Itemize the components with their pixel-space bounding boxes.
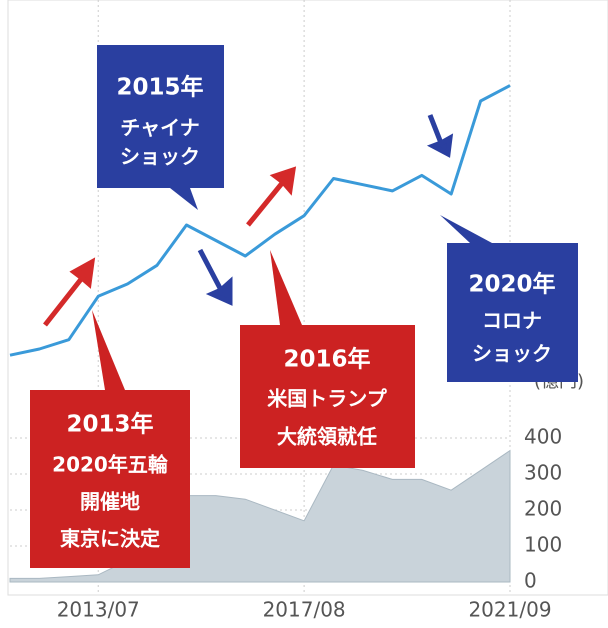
- arrow-down: [426, 114, 454, 158]
- annotation-box: [97, 45, 224, 188]
- frame: [7, 0, 608, 596]
- x-tick-label: 2017/08: [263, 598, 346, 622]
- annotation-box: [240, 325, 415, 468]
- pointer: [92, 310, 125, 390]
- arrow-up: [246, 166, 297, 227]
- pointer: [270, 250, 302, 325]
- annotation-text: 米国トランプ: [267, 387, 387, 411]
- annotation-text: 2020年五輪: [52, 453, 169, 477]
- annotation-box: [30, 390, 190, 568]
- y2-tick-label: 300: [524, 461, 562, 485]
- annotation-text: 大統領就任: [277, 425, 377, 449]
- annotation-text: 2020年: [468, 271, 555, 298]
- area: [9, 449, 511, 583]
- annotation-text: 開催地: [80, 490, 140, 514]
- annotation-text: 2013年: [66, 411, 153, 438]
- annotation-text: コロナ: [482, 309, 542, 333]
- y2-tick-label: 400: [524, 425, 562, 449]
- y2-tick-label: 200: [524, 497, 562, 521]
- line: [9, 84, 511, 357]
- x-tick-label: 2021/09: [468, 598, 551, 622]
- annotation-text: 東京に決定: [60, 527, 160, 551]
- annotation-box: [447, 243, 578, 382]
- annotation-text: チャイナ: [120, 116, 199, 140]
- pointer: [170, 188, 198, 210]
- arrow-down: [197, 248, 233, 306]
- annotation-text: ショック: [120, 145, 200, 169]
- y2-tick-label: 100: [524, 533, 562, 557]
- annotations: 2015年 チャイナ ショック 2013年 2020年五輪 開催地 東京に決定 …: [30, 45, 578, 568]
- y2-tick-label: 0: [524, 569, 537, 593]
- annotation-text: 2016年: [283, 346, 370, 373]
- pointer: [440, 215, 492, 243]
- arrow-up: [43, 257, 96, 327]
- x-tick-label: 2013/07: [57, 598, 140, 622]
- annotation-text: ショック: [472, 342, 552, 366]
- annotation-text: 2015年: [116, 74, 203, 101]
